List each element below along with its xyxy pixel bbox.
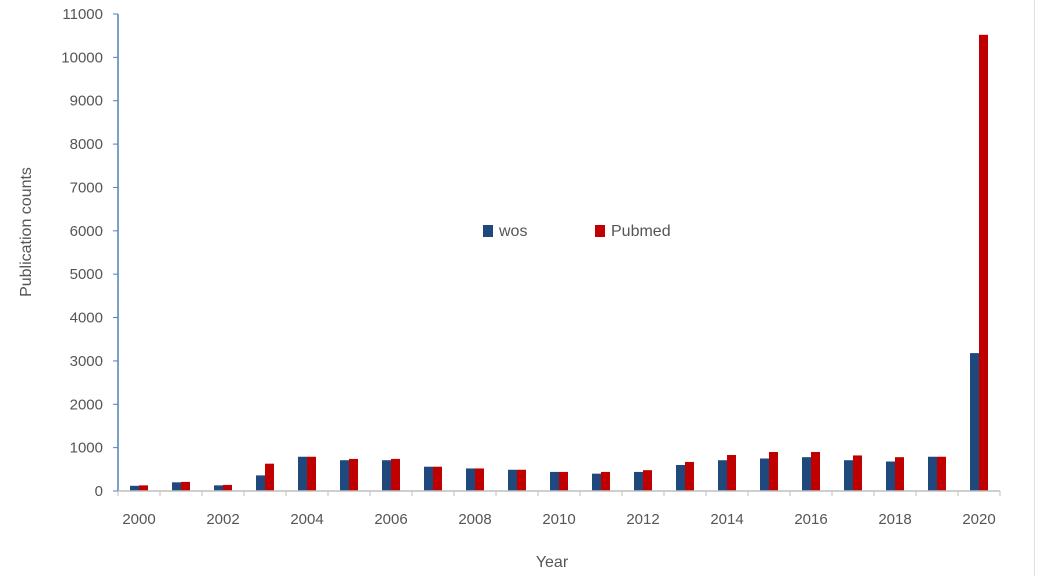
- bar-pubmed-2007: [433, 466, 442, 491]
- bar-pubmed-2003: [265, 463, 274, 491]
- legend-swatch-wos: [483, 225, 493, 237]
- frame-edge: [1034, 0, 1035, 576]
- bar-wos-2015: [760, 458, 769, 491]
- x-axis-ticks: 2000 2002 2004 2006 2008 2010 2012 2014 2016 2018…: [117, 491, 1001, 528]
- x-tick-label: 2006: [374, 511, 407, 528]
- y-tick-label: 4000: [70, 310, 103, 327]
- bars-group: [130, 34, 988, 491]
- y-axis-ticks: 0 1000 2000 3000 4000 5000 6000 7000 8000 9000 100…: [61, 6, 118, 500]
- x-axis-title: Year: [536, 554, 569, 571]
- bar-wos-2005: [340, 460, 349, 491]
- x-tick-label: 2010: [542, 511, 575, 528]
- bar-wos-2020: [970, 353, 979, 491]
- y-tick-label: 11000: [62, 6, 103, 23]
- x-tick-label: 2020: [962, 511, 995, 528]
- bar-pubmed-2000: [139, 485, 148, 491]
- y-tick-label: 6000: [70, 223, 103, 240]
- bar-wos-2009: [508, 469, 517, 491]
- bar-wos-2011: [592, 473, 601, 491]
- y-tick-label: 10000: [61, 49, 103, 66]
- bar-pubmed-2012: [643, 470, 652, 491]
- bar-wos-2010: [550, 471, 559, 491]
- bar-pubmed-2019: [937, 456, 946, 491]
- x-tick-label: 2008: [458, 511, 491, 528]
- x-tick-label: 2014: [710, 511, 743, 528]
- legend-label-wos: wos: [498, 223, 527, 240]
- x-tick-label: 2000: [122, 511, 155, 528]
- y-tick-label: 3000: [70, 353, 103, 370]
- bar-pubmed-2011: [601, 471, 610, 491]
- bar-wos-2006: [382, 460, 391, 491]
- bar-pubmed-2015: [769, 451, 778, 491]
- y-tick-label: 2000: [70, 396, 103, 413]
- bar-wos-2007: [424, 466, 433, 491]
- bar-pubmed-2004: [307, 456, 316, 491]
- bar-wos-2003: [256, 475, 265, 491]
- bar-pubmed-2016: [811, 451, 820, 491]
- x-tick-label: 2004: [290, 511, 323, 528]
- bar-pubmed-2005: [349, 458, 358, 491]
- x-tick-label: 2016: [794, 511, 827, 528]
- legend-swatch-pubmed: [595, 225, 605, 237]
- bar-wos-2013: [676, 464, 685, 491]
- bar-wos-2002: [214, 485, 223, 491]
- bar-wos-2017: [844, 460, 853, 491]
- y-tick-label: 8000: [70, 136, 103, 153]
- bar-pubmed-2009: [517, 469, 526, 491]
- bar-pubmed-2001: [181, 481, 190, 491]
- bar-pubmed-2010: [559, 471, 568, 491]
- bar-pubmed-2014: [727, 455, 736, 491]
- legend: wos Pubmed: [483, 223, 671, 240]
- bar-pubmed-2018: [895, 457, 904, 491]
- bar-pubmed-2008: [475, 468, 484, 491]
- bar-wos-2018: [886, 461, 895, 491]
- y-tick-label: 5000: [70, 266, 103, 283]
- x-tick-label: 2002: [206, 511, 239, 528]
- legend-label-pubmed: Pubmed: [611, 223, 671, 240]
- y-axis-title: Publication counts: [18, 167, 35, 297]
- bar-pubmed-2017: [853, 455, 862, 491]
- x-tick-label: 2018: [878, 511, 911, 528]
- bar-wos-2001: [172, 482, 181, 491]
- x-tick-label: 2012: [626, 511, 659, 528]
- bar-wos-2019: [928, 456, 937, 491]
- bar-wos-2000: [130, 485, 139, 491]
- bar-wos-2014: [718, 460, 727, 491]
- y-tick-label: 7000: [70, 179, 103, 196]
- bar-wos-2012: [634, 471, 643, 491]
- bar-pubmed-2002: [223, 484, 232, 491]
- y-tick-label: 9000: [70, 93, 103, 110]
- bar-wos-2016: [802, 457, 811, 491]
- y-tick-label: 0: [95, 483, 103, 500]
- y-tick-label: 1000: [70, 440, 103, 457]
- bar-wos-2004: [298, 456, 307, 491]
- bar-pubmed-2020: [979, 34, 988, 491]
- bar-pubmed-2013: [685, 461, 694, 491]
- bar-pubmed-2006: [391, 458, 400, 491]
- bar-wos-2008: [466, 468, 475, 491]
